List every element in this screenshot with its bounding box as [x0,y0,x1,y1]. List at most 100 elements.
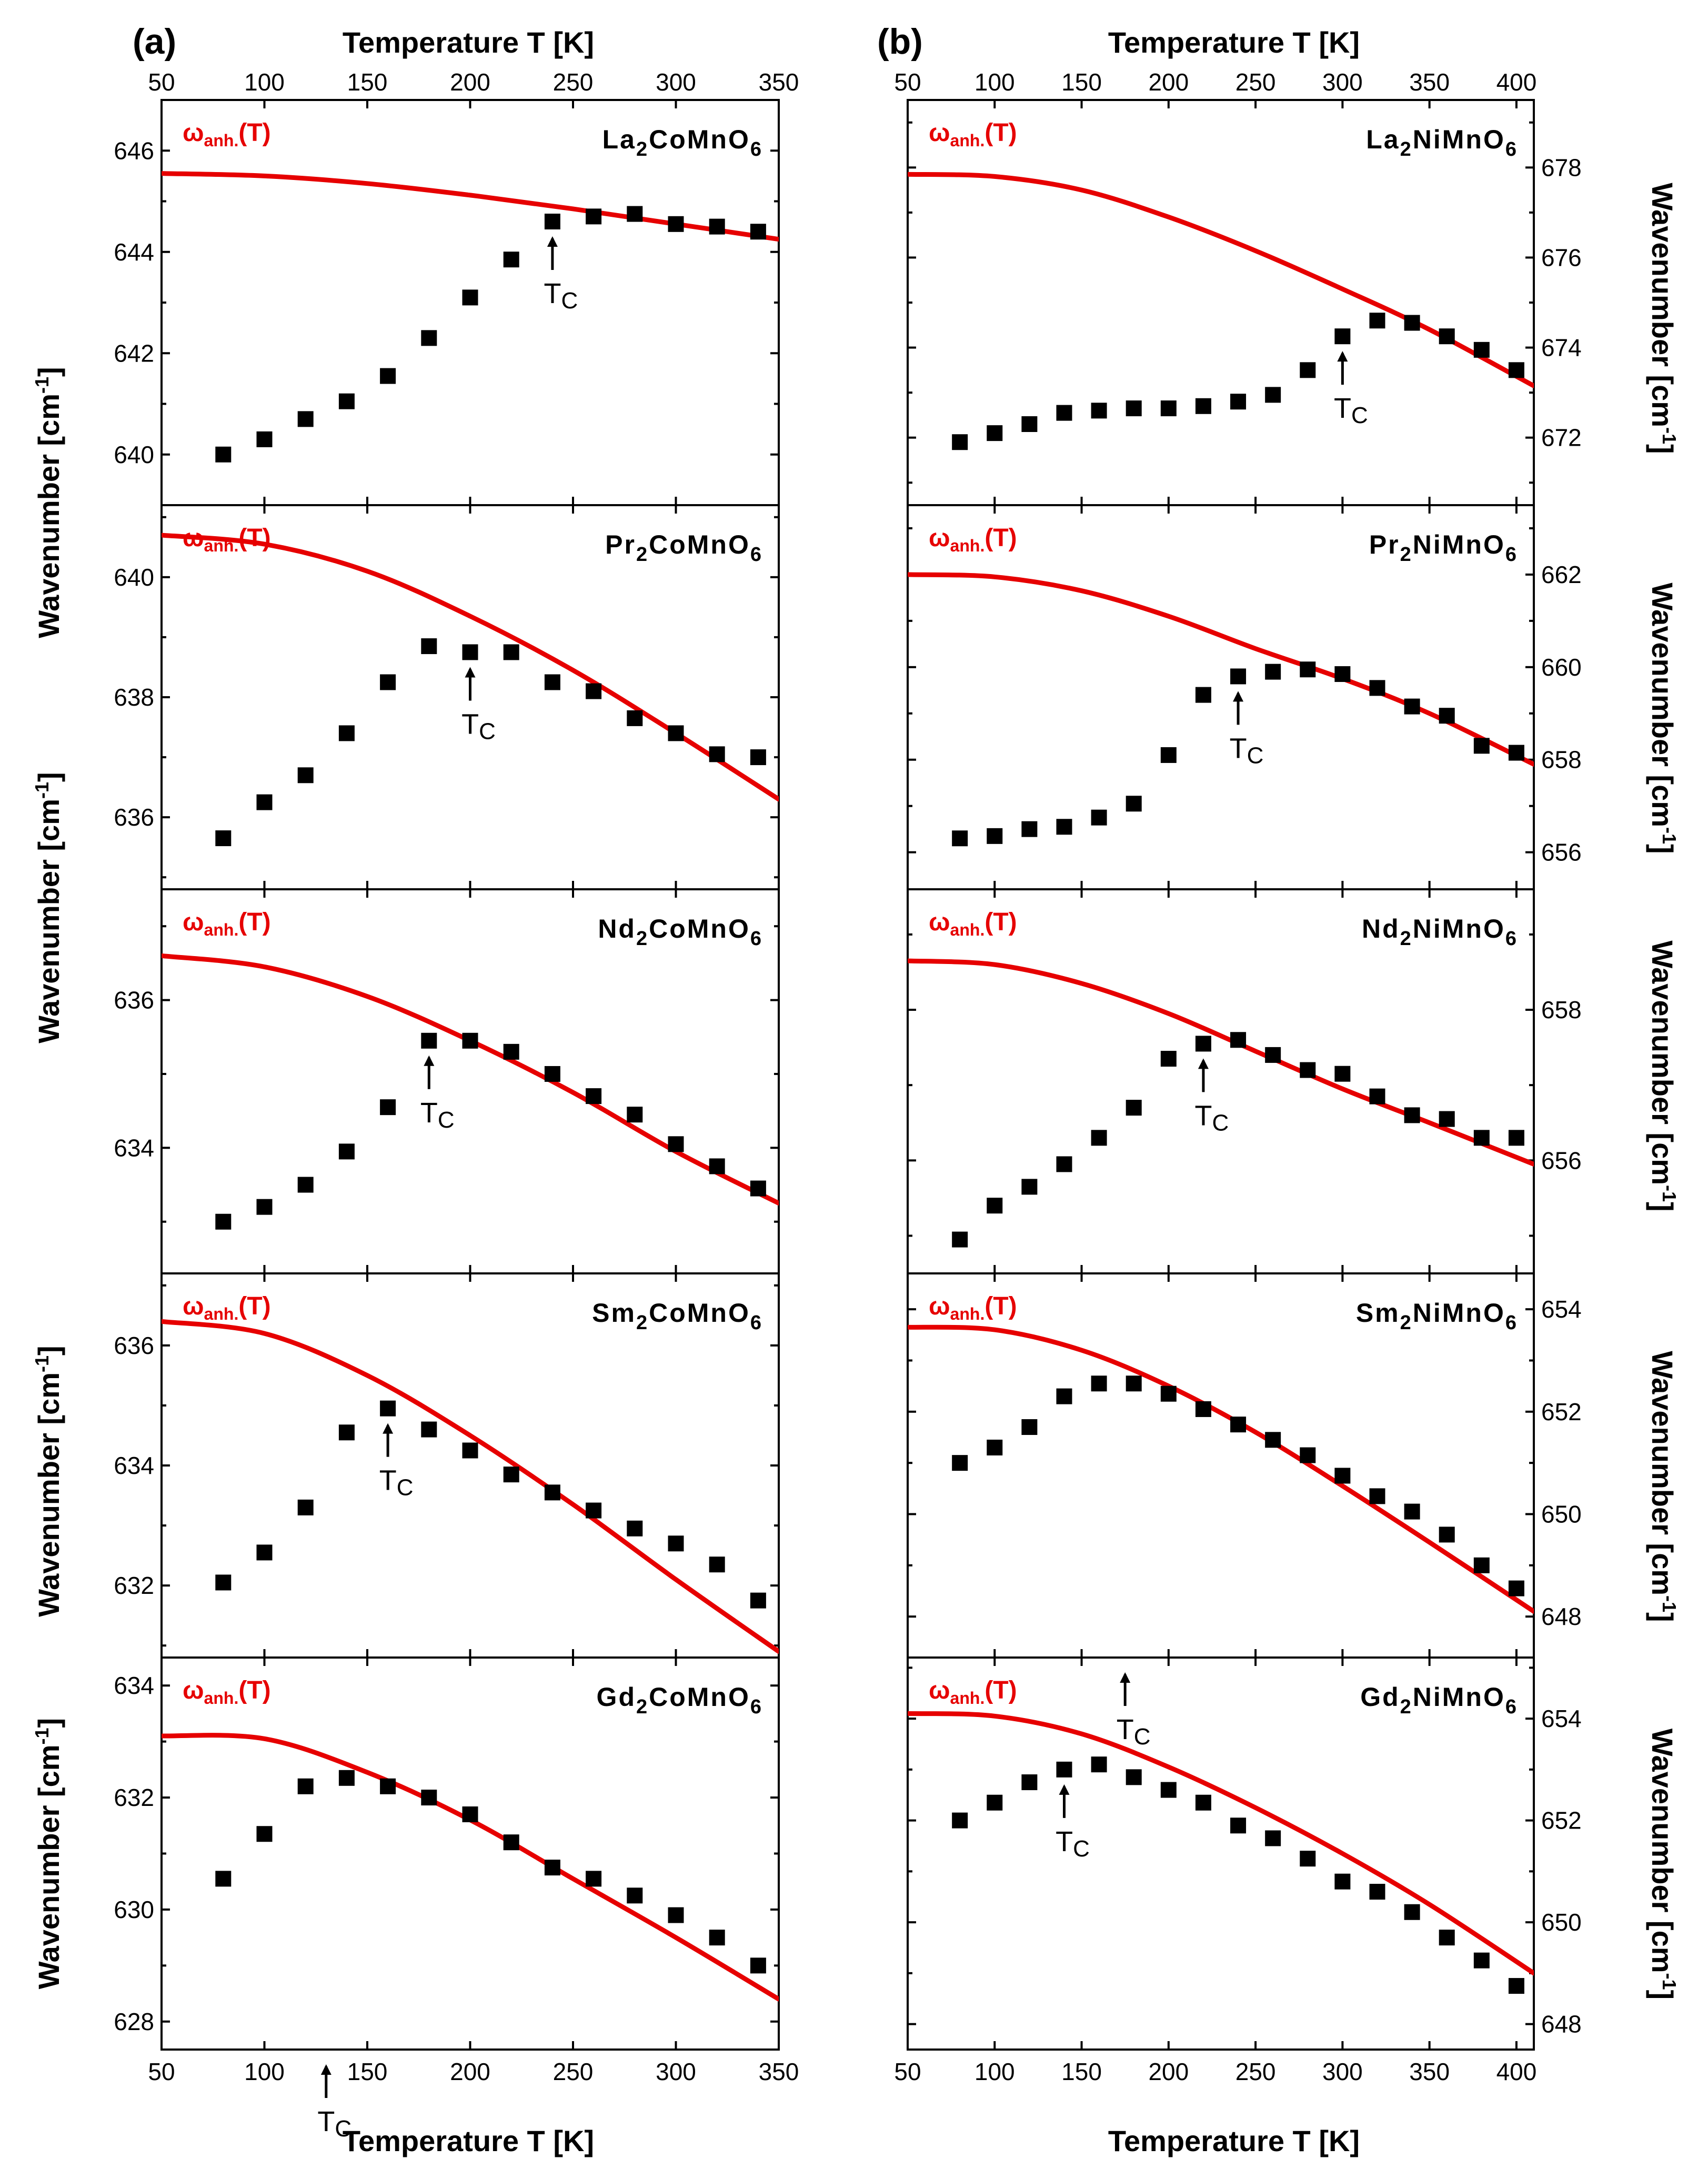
data-point [1508,1978,1524,1994]
compound-title: La2CoMnO6 [602,125,763,160]
data-point [987,1794,1003,1811]
data-point [1473,738,1490,754]
panel-b-3: 656 658 TC ωanh.(T) Nd2NiMnO6 [907,888,1582,1274]
data-point [1439,1930,1455,1946]
panel-a-2: 636 638 640 TC ωanh.(T) Pr2CoMnO6 [114,504,780,890]
tc-arrow-head [383,1423,394,1434]
y-axis-title-right-5: Wavenumber [cm-1] [1646,1729,1680,2000]
panel-a-4: 632 634 636 TC ωanh.(T) Sm2CoMnO6 [114,1272,780,1659]
data-point [1126,796,1142,812]
data-point [952,1812,968,1829]
y-tick-label: 640 [114,564,154,591]
y-tick-label: 652 [1541,1807,1582,1834]
data-point [297,411,314,427]
data-point [1230,1032,1247,1048]
data-point [627,1887,643,1904]
y-tick-label: 650 [1541,1909,1582,1936]
anharmonic-fit-line [162,1733,779,2002]
anharmonic-fit-line [908,172,1534,388]
y-tick-label: 634 [114,1452,154,1479]
panel-frame [907,1656,1535,2051]
y-tick-label: 634 [114,1672,154,1699]
anharmonic-fit-line [908,958,1534,1167]
x-tick-label-top: 200 [1148,68,1189,96]
y-tick-label: 648 [1541,1603,1582,1630]
data-point [1195,687,1211,703]
data-point [586,208,602,225]
tc-arrow-head [320,2064,331,2075]
data-point [586,683,602,699]
data-point [668,216,684,232]
y-axis-title-right-1: Wavenumber [cm-1] [1646,183,1680,454]
data-point [952,1231,968,1248]
data-point [952,434,968,450]
x-tick-label-bottom: 250 [1235,2058,1276,2085]
compound-title: Sm2CoMnO6 [592,1298,763,1334]
x-tick-label-bottom: 350 [1409,2058,1450,2085]
omega-anh-label: ωanh.(T) [929,524,1017,555]
data-point [668,725,684,741]
data-point [1265,387,1281,403]
x-tick-label-bottom: 150 [347,2058,388,2085]
data-point [544,214,560,229]
data-point [1160,400,1177,417]
panel-a-5: 50 100 150 200 250 300 350 628 630 632 634 TC ωanh.(… [114,1656,799,2142]
compound-title: Pr2NiMnO6 [1369,530,1518,566]
y-tick-label: 648 [1541,2011,1582,2038]
x-tick-label-bottom: 50 [148,2058,175,2085]
data-point [1334,666,1351,682]
data-point [1404,315,1420,331]
data-point [1404,698,1420,715]
omega-anh-label: ωanh.(T) [183,524,271,555]
x-tick-label-top: 250 [1235,68,1276,96]
panel-frame [160,1656,780,2051]
x-tick-label-top: 100 [244,68,285,96]
y-axis-title-right-3: Wavenumber [cm-1] [1646,940,1680,1211]
data-point [709,218,725,235]
data-point [750,749,766,766]
omega-anh-label: ωanh.(T) [929,1292,1017,1323]
data-point [1056,405,1072,421]
panel-frame [907,99,1535,506]
y-axis-title-left-4: Wavenumber [cm-1] [31,1718,65,1989]
x-axis-title-bottom-a: Temperature T [K] [343,2124,594,2157]
x-tick-label-top: 200 [450,68,490,96]
data-point [1508,745,1524,761]
tc-label: TC [544,278,578,314]
x-tick-label-top: 300 [1322,68,1363,96]
data-point [750,1592,766,1609]
y-tick-label: 672 [1541,424,1582,451]
data-point [1404,1904,1420,1920]
data-point [952,1455,968,1471]
x-tick-label-bottom: 200 [450,2058,490,2085]
data-point [1195,1794,1211,1811]
omega-anh-label: ωanh.(T) [183,1292,271,1323]
compound-title: Gd2NiMnO6 [1360,1682,1518,1718]
data-point [338,1770,355,1786]
panel-a-1: 50 100 150 200 250 300 350 640 642 644 646 TC ωanh.(… [114,68,799,506]
x-tick-label-top: 350 [1409,68,1450,96]
data-point [215,1871,232,1887]
data-point [1091,1756,1107,1773]
data-point [1473,1557,1490,1573]
data-point [586,1871,602,1887]
data-point [1404,1503,1420,1520]
data-point [1508,1580,1524,1596]
data-point [1439,1111,1455,1127]
data-point [421,1421,437,1438]
data-point [1126,1769,1142,1785]
y-axis-title-left-1: Wavenumber [cm-1] [31,367,65,638]
data-point [586,1502,602,1519]
omega-anh-label: ωanh.(T) [183,119,271,150]
data-point [215,446,232,463]
data-point [987,1198,1003,1214]
x-tick-label-top: 250 [553,68,594,96]
y-tick-label: 660 [1541,654,1582,681]
data-point [256,1544,273,1561]
data-point [503,644,519,660]
data-point [1126,400,1142,417]
data-point [1404,1107,1420,1123]
data-point [1334,1873,1351,1890]
anharmonic-fit-line [162,953,779,1206]
data-point [1439,328,1455,345]
